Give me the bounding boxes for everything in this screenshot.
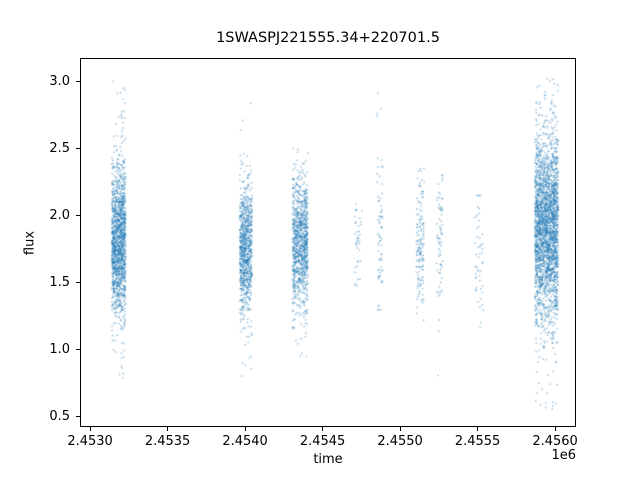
x-tick-mark bbox=[399, 427, 401, 431]
y-tick-label: 1.0 bbox=[49, 342, 70, 358]
x-tick-mark bbox=[322, 427, 324, 431]
x-tick-mark bbox=[244, 427, 246, 431]
plot-area bbox=[80, 58, 576, 427]
y-axis-label: flux bbox=[22, 230, 38, 256]
x-tick-label: 2.4560 bbox=[532, 434, 578, 449]
y-tick-mark bbox=[76, 148, 80, 150]
y-tick-mark bbox=[76, 416, 80, 418]
y-tick-mark bbox=[76, 80, 80, 82]
y-tick-label: 3.0 bbox=[49, 73, 70, 89]
x-axis-label: time bbox=[313, 452, 343, 467]
x-tick-label: 2.4555 bbox=[454, 434, 501, 449]
x-tick-label: 2.4535 bbox=[144, 434, 191, 449]
y-tick-label: 1.5 bbox=[49, 275, 70, 291]
x-tick-mark bbox=[477, 427, 479, 431]
y-tick-mark bbox=[76, 349, 80, 351]
x-tick-label: 2.4530 bbox=[67, 434, 113, 449]
y-tick-mark bbox=[76, 282, 80, 284]
scatter-canvas bbox=[81, 59, 575, 426]
y-tick-label: 2.0 bbox=[49, 208, 70, 224]
x-axis-offset-label: 1e6 bbox=[551, 448, 576, 463]
x-tick-mark bbox=[554, 427, 556, 431]
x-tick-mark bbox=[167, 427, 169, 431]
y-tick-mark bbox=[76, 215, 80, 217]
x-tick-label: 2.4540 bbox=[222, 434, 268, 449]
x-tick-label: 2.4545 bbox=[299, 434, 346, 449]
y-tick-label: 0.5 bbox=[49, 409, 70, 425]
x-tick-label: 2.4550 bbox=[377, 434, 423, 449]
x-tick-mark bbox=[89, 427, 91, 431]
y-tick-label: 2.5 bbox=[49, 141, 70, 157]
chart-title: 1SWASPJ221555.34+220701.5 bbox=[216, 30, 440, 46]
